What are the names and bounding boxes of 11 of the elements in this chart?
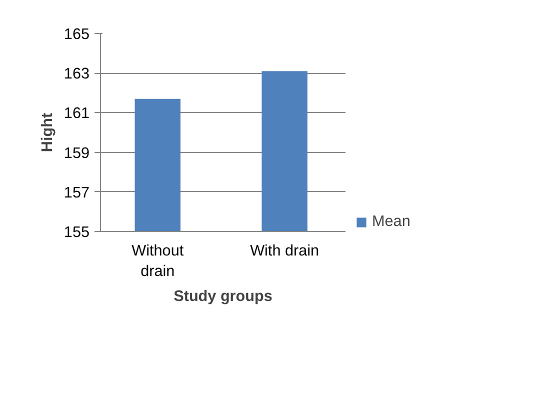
x-axis-title: Study groups bbox=[174, 288, 272, 305]
y-tick-label: 157 bbox=[64, 184, 90, 202]
y-tick-label: 163 bbox=[64, 66, 90, 83]
y-axis-title: Hight bbox=[38, 112, 56, 152]
legend-label: Mean bbox=[372, 213, 410, 231]
x-tick-label: Without drain bbox=[132, 242, 184, 280]
y-tick-label: 165 bbox=[64, 26, 90, 43]
y-tick-label: 159 bbox=[64, 144, 90, 162]
x-tick-label: With drain bbox=[250, 242, 320, 260]
y-tick-label: 161 bbox=[64, 105, 90, 122]
y-tick-label: 155 bbox=[64, 224, 90, 241]
